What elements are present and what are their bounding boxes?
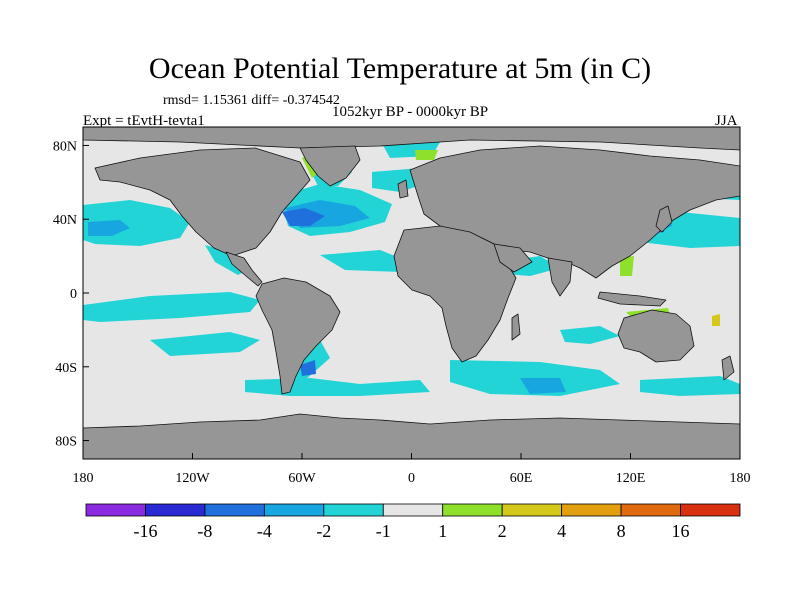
anomaly-argentina-core (300, 360, 316, 376)
x-tick-label-1: 120W (175, 471, 210, 486)
colorbar-swatch-7 (501, 503, 563, 517)
colorbar-label-6: 2 (498, 521, 507, 541)
colorbar-swatch-10 (680, 503, 741, 517)
anomaly-arctic-green (415, 150, 438, 160)
colorbar-swatch-9 (620, 503, 681, 517)
x-tick-label-4: 60E (510, 471, 533, 486)
period-text: 1052kyr BP - 0000kyr BP (331, 104, 489, 120)
colorbar-label-8: 8 (617, 521, 626, 541)
land-india (547, 257, 573, 297)
land-south-america (255, 277, 341, 395)
anomaly-north-pacific-west-core (88, 220, 130, 236)
land-madagascar (511, 313, 521, 341)
anomaly-tropical-pacific (83, 292, 260, 322)
land-north-america (94, 147, 311, 257)
anomaly-equatorial-atlantic (320, 250, 410, 272)
colorbar: -16 -8 -4 -2 -1 1 2 4 8 16 (85, 503, 741, 541)
land-arabia (493, 243, 533, 273)
colorbar-swatch-0 (85, 503, 146, 517)
colorbar-label-0: -16 (133, 521, 157, 541)
colorbar-label-1: -8 (197, 521, 212, 541)
land-antarctica (83, 413, 740, 459)
colorbar-label-7: 4 (557, 521, 566, 541)
colorbar-label-9: 16 (672, 521, 690, 541)
colorbar-label-3: -2 (316, 521, 331, 541)
colorbar-label-5: 1 (438, 521, 447, 541)
y-tick-label-1: 40N (53, 213, 77, 228)
x-axis: 180 120W 60W 0 60E 120E 180 (73, 453, 751, 486)
anomaly-north-atlantic-core (282, 208, 325, 226)
land-australia (617, 309, 695, 363)
season-text: JJA (715, 113, 738, 129)
y-axis: 80N 40N 0 40S 80S (53, 139, 89, 450)
x-tick-label-2: 60W (288, 471, 316, 486)
land-arctic-strip (83, 127, 740, 151)
land-indonesia (597, 291, 667, 307)
stats-text: rmsd= 1.15361 diff= -0.374542 (163, 93, 340, 108)
anomaly-eastern-pacific-yellow (712, 314, 720, 326)
colorbar-label-4: -1 (376, 521, 391, 541)
anomaly-pacific-band-south (150, 332, 260, 356)
land-greenland (299, 145, 361, 187)
land-central-america (225, 251, 263, 287)
anomaly-southern-ocean-indian-core (520, 378, 566, 394)
land-masses (83, 127, 740, 459)
colorbar-swatch-1 (145, 503, 206, 517)
chart-title: Ocean Potential Temperature at 5m (in C) (148, 52, 652, 85)
land-japan (655, 205, 673, 233)
colorbar-swatch-3 (263, 503, 325, 517)
x-tick-label-6: 180 (730, 471, 751, 486)
y-tick-label-4: 80S (55, 435, 77, 450)
colorbar-swatch-5 (382, 503, 444, 517)
experiment-text: Expt = tEvtH-tevta1 (83, 113, 205, 129)
land-british-isles (397, 179, 409, 199)
anomaly-south-china-sea-green (620, 256, 634, 276)
y-tick-label-3: 40S (55, 361, 77, 376)
colorbar-swatch-6 (442, 503, 503, 517)
y-tick-label-0: 80N (53, 139, 77, 154)
colorbar-swatch-2 (204, 503, 265, 517)
x-tick-label-5: 120E (616, 471, 646, 486)
colorbar-label-2: -4 (257, 521, 272, 541)
anomaly-southern-ocean-pacific (640, 376, 740, 396)
x-tick-label-3: 0 (408, 471, 415, 486)
y-tick-label-2: 0 (70, 287, 77, 302)
colorbar-swatch-4 (323, 503, 384, 517)
x-tick-label-0: 180 (73, 471, 94, 486)
colorbar-swatch-8 (561, 503, 622, 517)
anomaly-east-indian (560, 326, 620, 344)
land-new-zealand (721, 355, 735, 381)
